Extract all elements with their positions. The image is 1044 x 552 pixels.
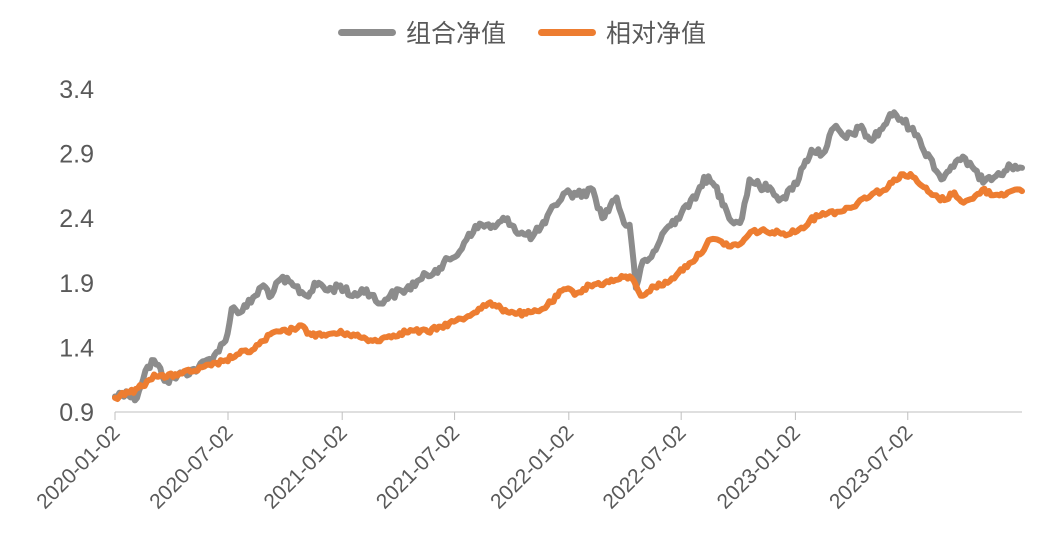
legend-swatch-portfolio [337, 28, 396, 36]
legend-label-portfolio: 组合净值 [405, 20, 506, 48]
legend-item-relative[interactable]: 相对净值 [538, 14, 706, 50]
x-tick-label-6: 2023-01-02 [713, 421, 805, 513]
x-tick-label-5: 2022-07-02 [598, 421, 690, 513]
series-line-1 [112, 171, 1025, 402]
y-tick-label-3: 2.4 [59, 205, 94, 233]
legend-label-relative: 相对净值 [606, 20, 707, 48]
x-tick-label-4: 2022-01-02 [486, 421, 578, 513]
y-tick-label-2: 1.9 [59, 270, 94, 298]
x-tick-label-3: 2021-07-02 [372, 421, 464, 513]
legend-swatch-relative [538, 28, 596, 36]
y-tick-label-0: 0.9 [59, 399, 94, 427]
x-tick-label-2: 2021-01-02 [260, 421, 352, 513]
y-tick-label-1: 1.4 [59, 334, 94, 362]
x-tick-label-7: 2023-07-02 [825, 421, 917, 513]
y-tick-label-4: 2.9 [59, 141, 94, 169]
x-tick-label-0: 2020-01-02 [32, 421, 124, 513]
legend-item-portfolio[interactable]: 组合净值 [337, 14, 506, 50]
y-tick-label-5: 3.4 [59, 76, 94, 104]
series-line-0 [112, 109, 1025, 404]
x-tick-label-1: 2020-07-02 [145, 421, 237, 513]
legend: 组合净值 相对净值 [0, 12, 1044, 52]
